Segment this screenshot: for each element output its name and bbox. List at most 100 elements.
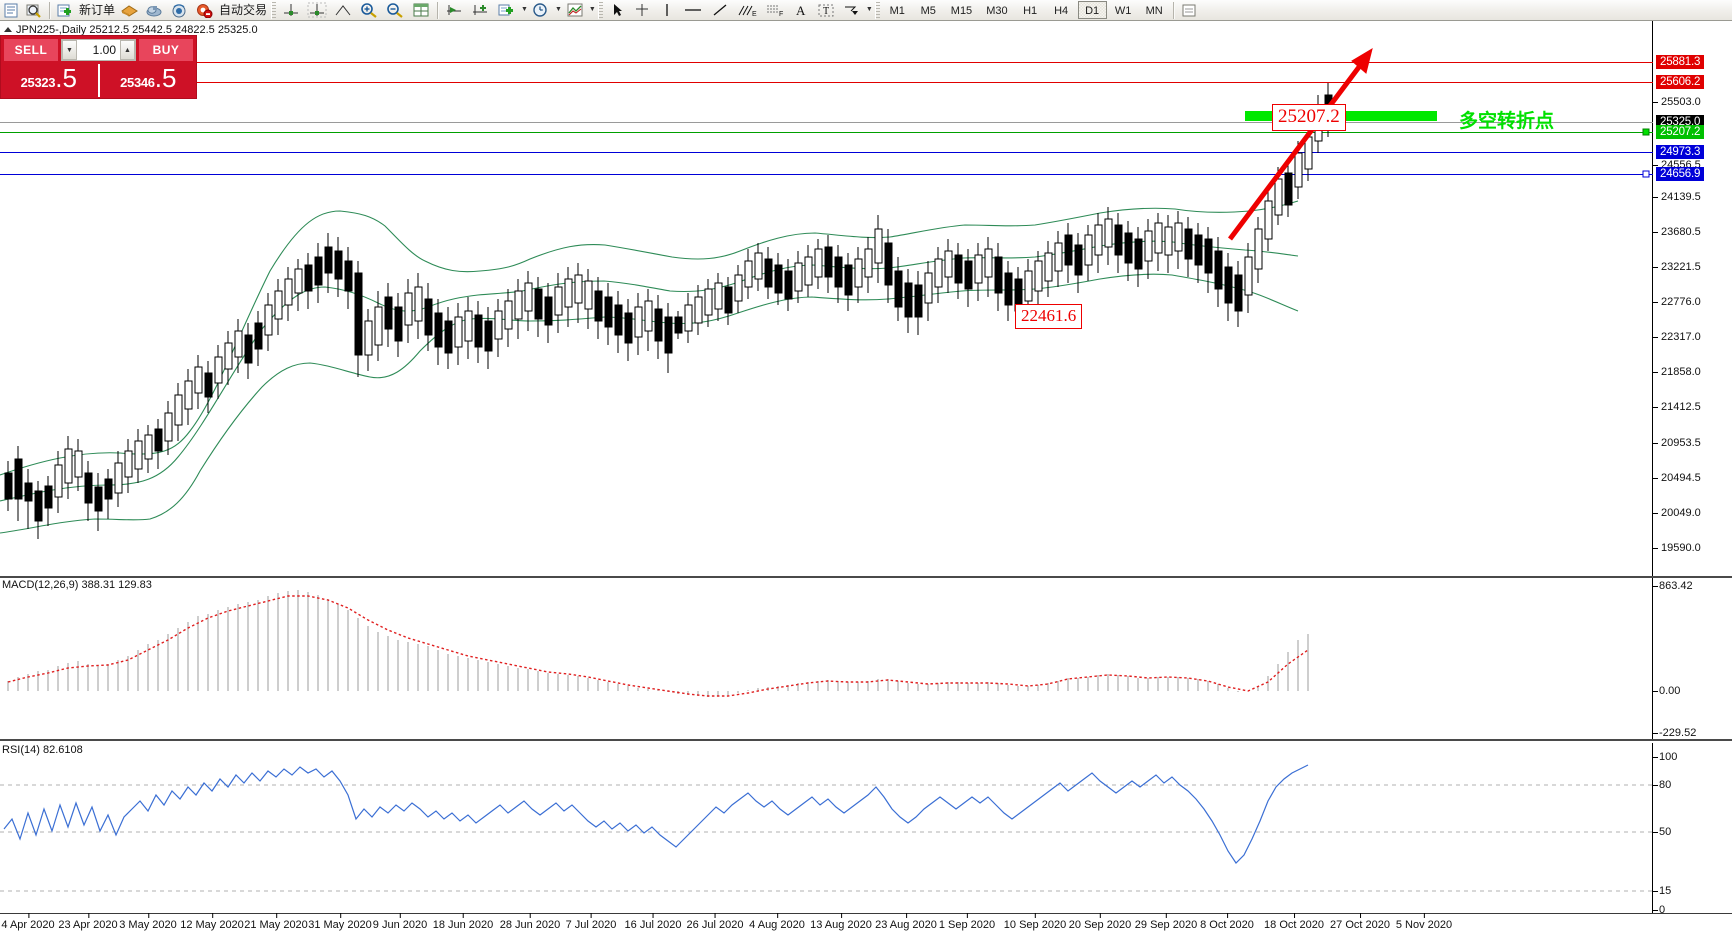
vertical-line-icon[interactable] xyxy=(655,0,679,20)
template-chevron-down-icon[interactable]: ▼ xyxy=(588,6,596,13)
price-tick-20049: 20049.0 xyxy=(1653,507,1701,519)
text-tool-icon[interactable]: A xyxy=(789,0,813,20)
data-window-icon[interactable] xyxy=(408,0,434,20)
price-chart-svg xyxy=(0,47,1373,539)
new-order-label[interactable]: 新订单 xyxy=(79,3,116,17)
symbol-info-bar: JPN225-,Daily 25212.5 25442.5 24822.5 25… xyxy=(4,24,258,36)
price-tick-25503: 25503.0 xyxy=(1653,96,1701,108)
extra-tool-icon[interactable] xyxy=(1178,0,1200,20)
terminal-icon[interactable] xyxy=(0,0,22,20)
toolbar-separator xyxy=(49,1,51,19)
sell-price-integer: 25323 xyxy=(20,75,56,90)
volume-increment-icon[interactable]: ▲ xyxy=(120,40,135,60)
horizontal-line-icon[interactable] xyxy=(679,0,707,20)
broadcast-icon[interactable] xyxy=(167,0,192,20)
fibonacci-icon[interactable]: F xyxy=(761,0,789,20)
level-handle-25207[interactable] xyxy=(1642,128,1650,136)
time-tick-6: 9 Jun 2020 xyxy=(372,913,428,931)
zoom-in-icon[interactable] xyxy=(356,0,382,20)
cloud-icon[interactable] xyxy=(142,0,167,20)
pane-divider-2[interactable] xyxy=(0,739,1732,741)
zoom-lookup-icon[interactable] xyxy=(22,0,46,20)
auto-scroll-icon[interactable] xyxy=(468,0,494,20)
support-price-label[interactable]: 22461.6 xyxy=(1015,304,1083,329)
svg-text:T: T xyxy=(823,6,829,17)
sell-price[interactable]: 25323.5 xyxy=(3,64,95,97)
text-label-icon[interactable]: T xyxy=(813,0,839,20)
timeframe-w1[interactable]: W1 xyxy=(1114,5,1132,17)
level-line-24656[interactable] xyxy=(0,174,1653,175)
price-label-24656[interactable]: 24656.9 xyxy=(1656,167,1705,181)
level-line-24973[interactable] xyxy=(0,152,1653,153)
level-handle-24656[interactable] xyxy=(1642,170,1650,178)
zoom-out-icon[interactable] xyxy=(382,0,408,20)
new-order-icon[interactable] xyxy=(54,0,77,20)
level-line-25207[interactable] xyxy=(0,132,1653,133)
one-click-trading-panel[interactable]: SELL ▼ 1.00 ▲ BUY 25323.5 25346.5 xyxy=(0,35,197,99)
toolbar-grip[interactable] xyxy=(271,1,277,19)
timeframe-m1[interactable]: M1 xyxy=(889,5,905,17)
price-label-24973[interactable]: 24973.3 xyxy=(1656,145,1705,159)
macd-pane[interactable]: MACD(12,26,9) 388.31 129.83 xyxy=(0,578,1732,741)
period-chevron-down-icon[interactable]: ▼ xyxy=(554,6,562,13)
sell-button[interactable]: SELL xyxy=(4,39,58,61)
template-icon[interactable] xyxy=(562,0,588,20)
timeframe-d1[interactable]: D1 xyxy=(1077,1,1107,19)
volume-stepper[interactable]: ▼ 1.00 ▲ xyxy=(61,39,136,61)
time-axis[interactable]: 4 Apr 2020 23 Apr 2020 3 May 2020 12 May… xyxy=(0,913,1732,937)
book-icon[interactable] xyxy=(117,0,142,20)
price-pane[interactable]: 25207.2 多空转折点 22461.6 25503.0 24556.5 24… xyxy=(0,21,1732,576)
time-tick-2: 3 May 2020 xyxy=(119,913,177,931)
timeframe-mn[interactable]: MN xyxy=(1145,5,1163,17)
shift-icon[interactable] xyxy=(442,0,468,20)
time-tick-19: 8 Oct 2020 xyxy=(1200,913,1254,931)
level-line-25606[interactable] xyxy=(0,82,1653,83)
toolbar-grip-3[interactable] xyxy=(874,1,880,19)
chart-area[interactable]: 25207.2 多空转折点 22461.6 25503.0 24556.5 24… xyxy=(0,21,1732,937)
timeframe-m30[interactable]: M30 xyxy=(986,5,1008,17)
price-label-25207[interactable]: 25207.2 xyxy=(1656,125,1705,139)
price-scale[interactable]: 25503.0 24556.5 24139.5 23680.5 23221.5 … xyxy=(1653,21,1732,576)
timeframe-h4[interactable]: H4 xyxy=(1054,5,1069,17)
current-price-line xyxy=(0,122,1653,123)
macd-tick-zero: 0.00 xyxy=(1653,685,1680,697)
price-label-25606[interactable]: 25606.2 xyxy=(1656,75,1705,89)
add-indicator-icon[interactable] xyxy=(494,0,520,20)
pane-divider-1[interactable] xyxy=(0,576,1732,578)
level-line-25881[interactable] xyxy=(0,62,1653,63)
rsi-svg xyxy=(0,764,1653,892)
time-tick-7: 18 Jun 2020 xyxy=(432,913,494,931)
crosshair-tool-icon[interactable] xyxy=(278,0,304,20)
buy-price[interactable]: 25346.5 xyxy=(102,64,194,97)
autotrading-icon[interactable] xyxy=(192,0,217,20)
rsi-pane[interactable]: RSI(14) 82.6108 100 80 50 15 0 xyxy=(0,743,1732,916)
time-tick-22: 5 Nov 2020 xyxy=(1395,913,1453,931)
collapse-triangle-icon[interactable] xyxy=(4,27,12,32)
crosshair-cursor-icon[interactable] xyxy=(629,0,655,20)
buy-button[interactable]: BUY xyxy=(139,39,193,61)
time-tick-18: 29 Sep 2020 xyxy=(1134,913,1198,931)
cursor-tool-icon[interactable] xyxy=(605,0,629,20)
bar-chart-icon[interactable] xyxy=(330,0,356,20)
volume-decrement-icon[interactable]: ▼ xyxy=(62,40,77,60)
rsi-scale[interactable]: 100 80 50 15 0 xyxy=(1653,743,1732,916)
autotrading-label[interactable]: 自动交易 xyxy=(219,3,268,17)
arrows-chevron-down-icon[interactable]: ▼ xyxy=(865,6,873,13)
arrows-tool-icon[interactable] xyxy=(839,0,865,20)
equidistant-channel-icon[interactable]: E xyxy=(733,0,761,20)
symbol-info-text: JPN225-,Daily 25212.5 25442.5 24822.5 25… xyxy=(16,24,258,36)
timeframe-m5[interactable]: M5 xyxy=(920,5,936,17)
period-clock-icon[interactable] xyxy=(528,0,554,20)
timeframe-m15[interactable]: M15 xyxy=(950,5,973,17)
macd-scale[interactable]: 863.42 0.00 -229.52 xyxy=(1653,578,1732,741)
toolbar-grip-2[interactable] xyxy=(597,1,603,19)
toolbar-separator-3 xyxy=(1172,1,1175,19)
trendline-icon[interactable] xyxy=(707,0,733,20)
timeframe-h1[interactable]: H1 xyxy=(1023,5,1038,17)
price-label-25881[interactable]: 25881.3 xyxy=(1656,55,1705,69)
add-indicator-chevron-down-icon[interactable]: ▼ xyxy=(521,6,528,13)
resistance-price-label[interactable]: 25207.2 xyxy=(1272,104,1346,131)
crosshair-grid-icon[interactable] xyxy=(304,0,330,20)
volume-input[interactable]: 1.00 xyxy=(77,40,120,60)
svg-text:F: F xyxy=(779,11,783,18)
